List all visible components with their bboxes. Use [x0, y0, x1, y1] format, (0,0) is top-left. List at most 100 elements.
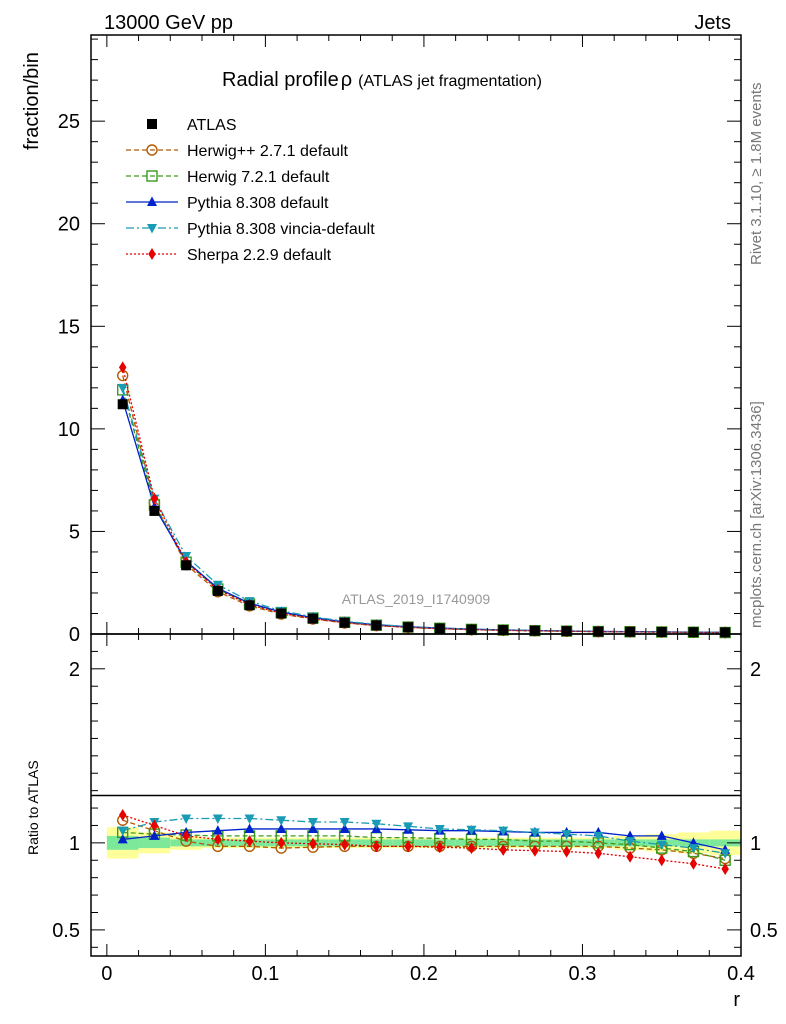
ratio-point — [339, 817, 350, 828]
header-left-label: 13000 GeV pp — [104, 12, 233, 34]
series-herwig-2-7-1-default — [117, 369, 731, 865]
legend-marker — [147, 119, 157, 129]
ratio-point — [307, 823, 318, 833]
chart-title-symbol: ρ — [341, 69, 352, 91]
ratio-point — [720, 849, 731, 859]
ratio-point — [562, 845, 571, 858]
band-inner-bin — [709, 839, 741, 847]
legend-entry: Herwig++ 2.7.1 default — [126, 143, 349, 160]
data-point — [339, 617, 350, 628]
x-tick-label: 0 — [101, 963, 112, 985]
x-tick-label: 0.3 — [569, 963, 597, 985]
data-point — [561, 626, 572, 637]
x-tick-label: 0.4 — [727, 963, 755, 985]
series-layer — [117, 361, 731, 875]
ratio-point — [212, 825, 223, 835]
band-inner-bin — [519, 839, 551, 847]
ratio-tick-label-right: 2 — [750, 659, 761, 681]
ratio-point — [434, 824, 445, 835]
legend-marker — [147, 196, 157, 206]
y-tick-label: 25 — [58, 111, 80, 133]
ratio-point — [531, 844, 539, 857]
data-point — [593, 626, 604, 637]
data-point — [625, 626, 636, 637]
y-tick-label: 20 — [58, 214, 80, 236]
ratio-point — [689, 857, 698, 870]
ratio-point — [340, 838, 349, 851]
series-atlas — [117, 399, 731, 638]
series-line-main — [122, 367, 726, 634]
ratio-point — [529, 828, 540, 838]
data-point — [181, 560, 192, 571]
legend-entry: Pythia 8.308 default — [126, 195, 329, 212]
data-point — [212, 585, 223, 596]
data-point — [403, 622, 414, 633]
legend-marker — [147, 224, 157, 234]
ratio-tick-label: 1 — [69, 833, 80, 855]
ratio-point — [212, 814, 223, 824]
legend-entry: Herwig 7.2.1 default — [126, 169, 330, 186]
y-tick-label: 15 — [58, 316, 80, 338]
ratio-point — [339, 823, 350, 833]
analysis-watermark: ATLAS_2019_I1740909 — [342, 591, 491, 607]
y-tick-label: 0 — [69, 624, 80, 646]
ratio-point — [688, 844, 699, 854]
axes: 0 0.1 0.2 0.3 0.4 0 5 10 15 20 25 0.5 0.5 1 1 2 2 — [52, 35, 778, 985]
data-point — [307, 613, 318, 624]
data-point — [434, 623, 445, 634]
ratio-point — [626, 850, 634, 863]
series-line-ratio — [122, 814, 726, 870]
ratio-tick-label-right: 1 — [750, 833, 761, 855]
ratio-y-axis-label: Ratio to ATLAS — [25, 760, 41, 855]
series-pythia-8-308-vincia-default — [117, 383, 731, 859]
data-point — [149, 505, 160, 516]
ratio-point — [182, 829, 190, 842]
ratio-tick-label: 0.5 — [52, 920, 80, 942]
legend: ATLAS Herwig++ 2.7.1 default Herwig 7.2.1 … — [126, 117, 375, 264]
ratio-point — [593, 831, 604, 842]
band-inner-bin — [138, 837, 171, 849]
band-inner-bin — [170, 839, 202, 847]
legend-marker — [146, 170, 158, 182]
legend-entry: Sherpa 2.2.9 default — [126, 247, 332, 264]
y-tick-label: 5 — [69, 521, 80, 543]
ratio-point — [721, 862, 729, 875]
ratio-point — [404, 840, 412, 853]
ratio-point — [277, 836, 285, 849]
data-point — [150, 492, 159, 505]
band-inner-bin — [487, 839, 520, 847]
legend-label: Herwig++ 2.7.1 default — [187, 143, 349, 160]
legend-label: Herwig 7.2.1 default — [187, 169, 330, 186]
chart-title-main: Radial profile — [222, 69, 339, 91]
legend-label: ATLAS — [187, 117, 237, 134]
series-sherpa-2-2-9-default — [118, 361, 729, 875]
data-point — [688, 627, 699, 638]
data-point — [117, 383, 128, 394]
data-point — [466, 624, 477, 635]
ratio-tick-label-right: 0.5 — [750, 920, 778, 942]
ratio-point — [150, 819, 159, 832]
chart-title: Radial profile ρ (ATLAS jet fragmentation) — [222, 69, 542, 91]
ratio-point — [656, 830, 667, 840]
band-inner-bin — [550, 839, 583, 847]
ratio-point — [276, 816, 287, 826]
legend-label: Pythia 8.308 vincia-default — [187, 221, 375, 238]
ratio-point — [561, 830, 572, 840]
ratio-point — [499, 843, 507, 856]
ratio-tick-label: 2 — [69, 659, 80, 681]
legend-entry: Pythia 8.308 vincia-default — [126, 221, 375, 238]
data-point — [371, 620, 382, 631]
ratio-point — [371, 819, 382, 830]
chart-subtitle: (ATLAS jet fragmentation) — [358, 73, 542, 90]
legend-marker — [146, 144, 158, 156]
ratio-point — [244, 814, 255, 824]
data-point — [244, 600, 255, 611]
series-line-ratio — [122, 817, 726, 854]
ratio-point — [467, 842, 476, 855]
ratio-point — [309, 837, 317, 850]
ratio-point — [181, 814, 192, 824]
ratio-point — [594, 847, 603, 860]
ratio-point — [372, 840, 381, 853]
ratio-point — [276, 823, 287, 833]
